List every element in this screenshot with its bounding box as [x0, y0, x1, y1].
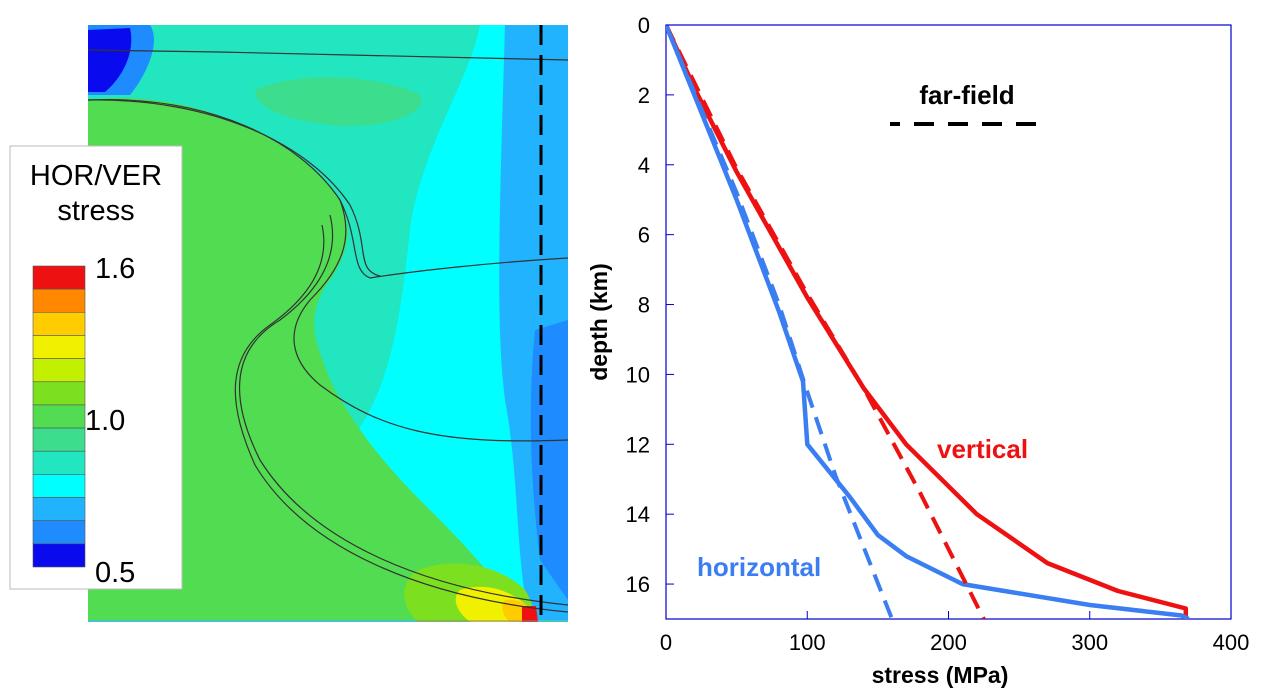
annotation-vertical: vertical — [937, 434, 1028, 464]
colorbar-min-label: 0.5 — [95, 557, 135, 589]
y-axis-title: depth (km) — [586, 263, 612, 381]
annotation-horizontal: horizontal — [697, 552, 821, 582]
y-tick-label: 2 — [638, 83, 650, 108]
y-tick-label: 12 — [626, 432, 650, 457]
legend-label: far-field — [919, 80, 1014, 110]
colorbar-swatch — [32, 450, 86, 475]
colorbar-swatch — [32, 543, 86, 568]
series-line-vertical — [666, 25, 1189, 619]
colorbar-swatch — [32, 381, 86, 406]
legend: far-field — [890, 80, 1046, 126]
x-tick-label: 100 — [789, 630, 826, 655]
series-line-horizontal — [666, 25, 1190, 619]
y-tick-label: 0 — [638, 13, 650, 38]
x-axis-title: stress (MPa) — [872, 662, 1009, 688]
contour-band-corner-dark — [88, 28, 132, 92]
colorbar-title-line2: stress — [57, 195, 134, 227]
series-line-horizontal-far-field — [666, 25, 894, 619]
x-tick-label: 300 — [1071, 630, 1108, 655]
colorbar-swatch — [32, 427, 86, 452]
y-tick-label: 8 — [638, 293, 650, 318]
contour-patch-top — [255, 77, 422, 126]
interface-line-dome-inner — [88, 99, 381, 277]
plot-frame — [665, 24, 1232, 620]
x-tick-label: 400 — [1213, 630, 1250, 655]
colorbar-legend: HOR/VER stress 1.6 1.0 0.5 — [9, 145, 183, 590]
interface-line-dome — [88, 99, 568, 279]
y-tick-label: 14 — [626, 502, 650, 527]
colorbar-swatch — [32, 335, 86, 359]
y-tick-label: 16 — [626, 572, 650, 597]
y-tick-label: 6 — [638, 223, 650, 248]
interface-line-mid — [293, 199, 568, 442]
x-tick-label: 0 — [660, 630, 672, 655]
series-layer — [666, 25, 1190, 619]
contour-band-green — [88, 98, 520, 621]
interface-lines — [88, 49, 568, 613]
legend-dash-dot — [890, 122, 894, 126]
y-tick-label: 10 — [626, 362, 650, 387]
stress-ratio-contour-plot — [88, 25, 568, 622]
colorbar-swatch — [32, 520, 86, 545]
interface-line-arc-outer — [238, 214, 568, 606]
colorbar-max-label: 1.6 — [95, 253, 135, 285]
interface-line-arc-inner — [234, 224, 568, 613]
contour-patch-red — [522, 606, 538, 622]
colorbar-title-line1: HOR/VER — [30, 160, 162, 192]
colorbar-swatch — [32, 404, 86, 429]
colorbar-swatches — [32, 265, 86, 568]
y-tick-label: 4 — [638, 153, 650, 178]
interface-line-top — [88, 49, 568, 61]
colorbar-swatch — [32, 288, 86, 313]
colorbar-swatch — [32, 358, 86, 383]
x-tick-label: 200 — [930, 630, 967, 655]
colorbar-swatch — [32, 312, 86, 336]
colorbar-swatch — [32, 265, 86, 290]
colorbar-swatch — [32, 474, 86, 498]
colorbar-swatch — [32, 497, 86, 521]
ticks-layer: 0 100 200 300 400 0 2 4 6 8 10 12 14 16 — [626, 13, 1250, 655]
colorbar-mid-label: 1.0 — [85, 405, 125, 437]
